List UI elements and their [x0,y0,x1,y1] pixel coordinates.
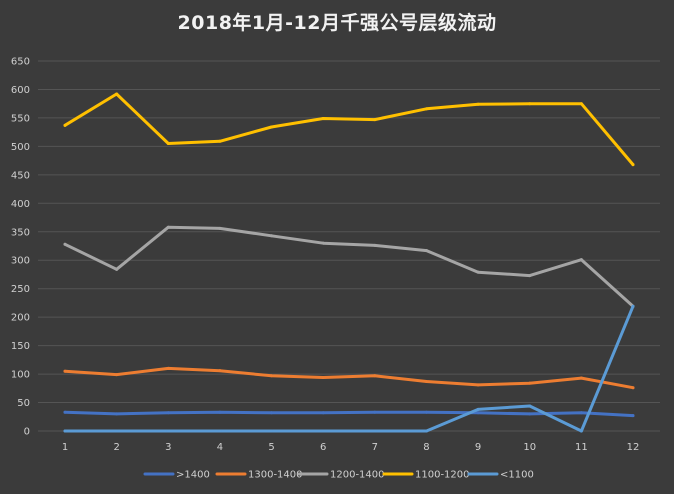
x-tick-label: 8 [423,442,429,453]
data-point [63,429,67,433]
data-point [373,410,377,414]
data-point [424,410,428,414]
x-tick-label: 1 [62,442,68,453]
data-point [218,410,222,414]
legend-label: <1100 [500,470,534,481]
y-tick-label: 400 [11,199,30,210]
data-point [218,226,222,230]
data-point [63,369,67,373]
data-point [321,429,325,433]
data-point [476,270,480,274]
x-tick-label: 7 [372,442,378,453]
data-point [631,414,635,418]
data-point [579,376,583,380]
data-point [270,411,274,415]
data-point [373,429,377,433]
data-point [476,411,480,415]
x-tick-label: 11 [575,442,588,453]
data-point [528,381,532,385]
x-tick-label: 4 [217,442,223,453]
data-point [373,374,377,378]
y-tick-label: 350 [11,227,30,238]
legend-label: 1100-1200 [415,470,470,481]
data-point [270,125,274,129]
series-line-2 [63,225,635,308]
x-tick-label: 2 [113,442,119,453]
data-point [63,410,67,414]
data-point [321,411,325,415]
data-point [115,267,119,271]
y-tick-label: 150 [11,341,30,352]
x-tick-label: 5 [268,442,274,453]
data-point [476,102,480,106]
data-point [218,369,222,373]
y-tick-label: 550 [11,113,30,124]
data-point [424,379,428,383]
series-line-3 [63,92,635,167]
y-tick-label: 500 [11,142,30,153]
data-point [579,258,583,262]
data-point [424,249,428,253]
data-point [270,234,274,238]
data-point [115,429,119,433]
data-point [270,374,274,378]
data-point [63,242,67,246]
data-point [166,366,170,370]
data-point [631,304,635,308]
x-tick-label: 3 [165,442,171,453]
legend-label: 1200-1400 [330,470,385,481]
data-point [166,429,170,433]
y-tick-label: 600 [11,85,30,96]
chart-title: 2018年1月-12月千强公号层级流动 [177,12,497,34]
y-tick-label: 0 [24,427,30,438]
data-point [528,404,532,408]
y-tick-label: 100 [11,370,30,381]
data-point [218,139,222,143]
data-point [321,375,325,379]
data-point [579,102,583,106]
data-point [270,429,274,433]
data-point [579,429,583,433]
data-point [476,407,480,411]
data-point [166,411,170,415]
y-tick-label: 300 [11,256,30,267]
data-point [528,412,532,416]
data-point [579,411,583,415]
legend-label: >1400 [176,470,210,481]
data-point [424,429,428,433]
y-tick-label: 250 [11,284,30,295]
series-line-4 [63,304,635,433]
data-point [424,107,428,111]
legend-label: 1300-1400 [248,470,303,481]
data-point [528,274,532,278]
x-tick-label: 9 [475,442,481,453]
data-point [166,142,170,146]
y-tick-label: 200 [11,313,30,324]
series-line-0 [63,410,635,418]
data-point [63,123,67,127]
series-line-1 [63,366,635,390]
x-tick-label: 10 [523,442,536,453]
data-point [218,429,222,433]
data-point [321,241,325,245]
data-point [373,118,377,122]
data-point [166,225,170,229]
data-point [373,243,377,247]
data-point [115,92,119,96]
data-point [528,102,532,106]
y-tick-label: 50 [17,398,30,409]
data-point [631,386,635,390]
y-tick-label: 650 [11,57,30,68]
data-point [115,412,119,416]
data-point [476,383,480,387]
data-point [321,116,325,120]
y-tick-label: 450 [11,170,30,181]
x-tick-label: 6 [320,442,326,453]
data-point [115,373,119,377]
data-point [631,163,635,167]
x-tick-label: 12 [627,442,640,453]
